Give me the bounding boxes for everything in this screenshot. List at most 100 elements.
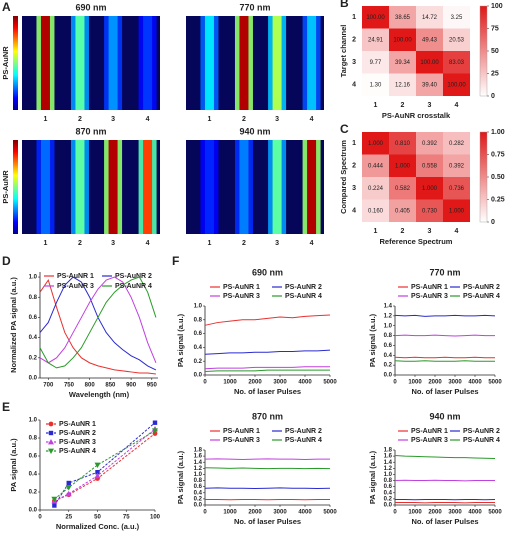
y-tick-label: 0.4 bbox=[194, 345, 203, 351]
x-tick-label: 800 bbox=[85, 383, 96, 389]
x-tick-label: 1000 bbox=[408, 510, 422, 516]
x-tick-label: 4 bbox=[455, 228, 459, 235]
legend-label: PS-AuNR 3 bbox=[411, 293, 448, 300]
x-tick-label: 3 bbox=[428, 102, 432, 109]
x-tick-label: 3 bbox=[275, 116, 279, 123]
x-tick-label: 1 bbox=[374, 228, 378, 235]
x-tick-label: 4000 bbox=[468, 510, 482, 516]
y-tick-label: 1 bbox=[352, 140, 356, 147]
legend-label: PS-AuNR 1 bbox=[223, 284, 260, 291]
series-line bbox=[40, 277, 156, 370]
panel-letter: A bbox=[2, 0, 11, 14]
x-tick-label: 5000 bbox=[488, 510, 502, 516]
chart-title: 770 nm bbox=[429, 267, 460, 277]
y-tick-label: 1.4 bbox=[384, 304, 393, 310]
y-tick-label: 0.2 bbox=[384, 496, 393, 502]
x-axis-label: Reference Spectrum bbox=[380, 237, 453, 246]
y-tick-label: 0.0 bbox=[194, 503, 203, 509]
cell-label: 49.43 bbox=[422, 37, 438, 43]
y-tick-label: 0.2 bbox=[194, 359, 203, 365]
y-axis-label: Target channel bbox=[339, 25, 348, 78]
y-axis-label: PA signal (a.u.) bbox=[368, 450, 377, 504]
marker bbox=[48, 449, 54, 454]
x-axis-label: No. of laser Pulses bbox=[411, 387, 478, 396]
x-axis-label: Normalized Conc. (a.u.) bbox=[56, 522, 140, 531]
legend-label: PS-AuNR 3 bbox=[223, 437, 260, 444]
legend-label: PS-AuNR 1 bbox=[411, 284, 448, 291]
y-axis-label: PS-AuNR bbox=[1, 170, 10, 204]
x-tick-label: 3 bbox=[275, 240, 279, 247]
y-tick-label: 0.8 bbox=[29, 295, 38, 301]
y-tick-label: 3 bbox=[352, 59, 356, 66]
x-axis-label: No. of laser Pulses bbox=[411, 517, 478, 526]
y-tick-label: 1.0 bbox=[29, 275, 38, 281]
y-tick-label: 1.8 bbox=[194, 448, 203, 454]
legend-label: PS-AuNR 3 bbox=[411, 437, 448, 444]
cell-label: 83.03 bbox=[449, 60, 465, 66]
y-axis-label: PA signal (a.u.) bbox=[368, 313, 377, 367]
cell-label: 1.000 bbox=[395, 163, 411, 169]
x-tick-label: 3000 bbox=[273, 380, 287, 386]
y-tick-label: 1.4 bbox=[384, 460, 393, 466]
x-tick-label: 3 bbox=[111, 116, 115, 123]
y-tick-label: 0.0 bbox=[29, 508, 38, 514]
stripe bbox=[143, 140, 152, 234]
cell-label: 1.30 bbox=[370, 82, 382, 88]
cell-label: 0.405 bbox=[395, 208, 411, 214]
y-tick-label: 1.0 bbox=[384, 472, 393, 478]
image-title: 770 nm bbox=[239, 2, 270, 12]
marker bbox=[49, 422, 54, 427]
panel-letter: D bbox=[2, 254, 11, 268]
x-tick-label: 1000 bbox=[223, 380, 237, 386]
series-line bbox=[395, 315, 495, 316]
colorbar-tick-label: 75 bbox=[491, 25, 499, 32]
image-title: 690 nm bbox=[75, 2, 106, 12]
y-tick-label: 1.8 bbox=[384, 448, 393, 454]
y-tick-label: 0.2 bbox=[194, 496, 203, 502]
y-tick-label: 0.2 bbox=[29, 490, 38, 496]
y-tick-label: 1.0 bbox=[194, 304, 203, 310]
x-tick-label: 1 bbox=[374, 102, 378, 109]
legend-label: PS-AuNR 4 bbox=[115, 283, 152, 290]
x-tick-label: 2 bbox=[78, 116, 82, 123]
y-tick-label: 0.4 bbox=[29, 472, 38, 478]
stripe bbox=[109, 16, 118, 110]
x-tick-label: 950 bbox=[147, 383, 158, 389]
y-tick-label: 1.2 bbox=[194, 466, 203, 472]
x-tick-label: 4000 bbox=[298, 510, 312, 516]
cell-label: 0.392 bbox=[449, 163, 465, 169]
x-tick-label: 5000 bbox=[323, 510, 337, 516]
y-tick-label: 0.8 bbox=[29, 436, 38, 442]
y-tick-label: 0.8 bbox=[384, 333, 393, 339]
legend-label: PS-AuNR 3 bbox=[57, 283, 94, 290]
x-tick-label: 1 bbox=[44, 116, 48, 123]
x-tick-label: 0 bbox=[203, 380, 207, 386]
x-tick-label: 50 bbox=[94, 515, 101, 521]
stripe bbox=[307, 16, 316, 110]
y-tick-label: 0.4 bbox=[384, 490, 393, 496]
x-tick-label: 75 bbox=[123, 515, 130, 521]
colorbar-tick-label: 0.50 bbox=[491, 174, 505, 181]
cell-label: 20.53 bbox=[449, 37, 465, 43]
cell-label: 100.00 bbox=[366, 15, 385, 21]
series-line bbox=[395, 456, 495, 459]
y-axis-label: Normalized PA signal (a.u.) bbox=[9, 277, 18, 373]
cell-label: 38.65 bbox=[395, 15, 411, 21]
colorbar-tick-label: 0 bbox=[491, 219, 495, 226]
stripe bbox=[239, 16, 248, 110]
series-line bbox=[40, 277, 156, 363]
x-tick-label: 700 bbox=[43, 383, 54, 389]
y-tick-label: 0.4 bbox=[384, 353, 393, 359]
x-tick-label: 2000 bbox=[428, 380, 442, 386]
cell-label: 0.224 bbox=[368, 186, 384, 192]
series-line bbox=[205, 350, 330, 354]
stripe bbox=[41, 16, 50, 110]
x-tick-label: 100 bbox=[150, 515, 161, 521]
x-tick-label: 25 bbox=[65, 515, 72, 521]
x-tick-label: 3000 bbox=[448, 510, 462, 516]
cell-label: 39.40 bbox=[422, 82, 438, 88]
x-tick-label: 2 bbox=[401, 102, 405, 109]
legend-label: PS-AuNR 1 bbox=[59, 421, 96, 428]
cell-label: 1.000 bbox=[368, 141, 384, 147]
